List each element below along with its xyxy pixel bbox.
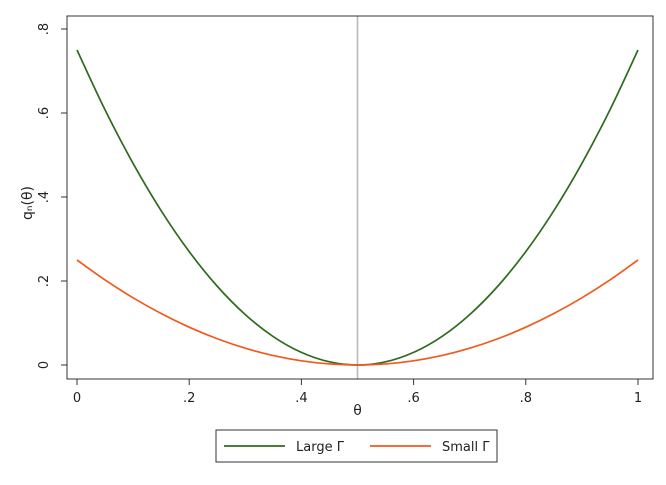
y-tick-label: .8 [37,23,52,35]
x-tick-label: .2 [183,391,195,406]
x-tick-label: .6 [407,391,419,406]
legend-label-1: Small Γ [442,440,490,455]
series-line-1 [76,259,639,366]
x-tick-label: 1 [634,391,642,406]
legend-label-0: Large Γ [296,440,345,455]
x-axis-title: θ [353,403,362,419]
y-axis-title: qₙ(θ) [20,186,36,220]
x-axis: 0 .2 .4 .6 .8 1 [73,379,642,406]
series-layer [76,49,639,366]
y-tick-label: .2 [37,275,52,287]
y-tick-label: .6 [37,107,52,119]
y-tick-label: 0 [37,361,52,369]
y-tick-label: .4 [37,191,52,203]
legend: Large Γ Small Γ [215,429,498,463]
x-tick-label: .8 [520,391,532,406]
x-tick-label: .4 [295,391,307,406]
x-tick-label: 0 [73,391,81,406]
y-axis: 0 .2 .4 .6 .8 [37,23,67,369]
plot-frame [66,15,654,380]
